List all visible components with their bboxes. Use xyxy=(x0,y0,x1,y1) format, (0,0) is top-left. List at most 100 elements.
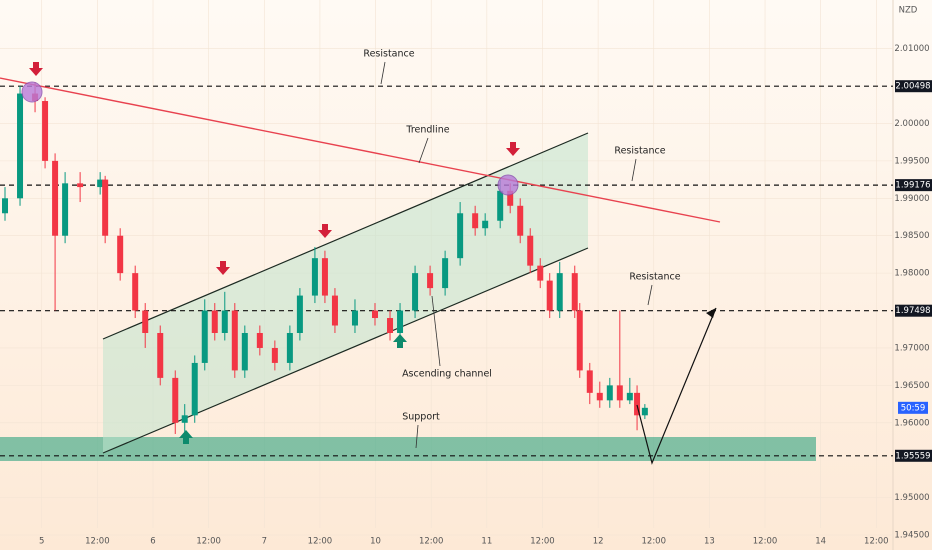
candle-body xyxy=(42,101,49,161)
level-label: 1.97498 xyxy=(895,306,930,316)
y-tick-label: 2.00000 xyxy=(894,119,929,129)
trendline xyxy=(0,77,721,223)
down-arrows xyxy=(29,62,520,275)
y-tick-label: 1.94500 xyxy=(894,531,929,541)
candle-body xyxy=(482,220,489,229)
candle-body xyxy=(271,347,278,363)
level-label-box xyxy=(895,449,932,462)
channel-upper xyxy=(102,132,589,340)
candle-body xyxy=(497,190,504,221)
candle-body xyxy=(616,385,623,401)
down-arrow xyxy=(318,224,332,238)
x-tick-label: 6 xyxy=(150,537,155,547)
pointer xyxy=(647,284,653,306)
candle-body xyxy=(331,295,338,326)
channel-fill xyxy=(103,133,588,453)
y-tick-label: 1.96500 xyxy=(894,381,929,391)
y-tick-label: 2.01000 xyxy=(894,44,929,54)
x-tick-label: 12:00 xyxy=(864,537,889,547)
candle-body xyxy=(556,273,563,311)
annotation: Ascending channel xyxy=(402,369,492,380)
annotation: Resistance xyxy=(614,146,665,157)
annotation: Support xyxy=(402,412,440,423)
candle-body xyxy=(586,370,593,393)
candle-body xyxy=(507,190,514,206)
candle-body xyxy=(102,179,109,236)
projection-path xyxy=(636,307,717,465)
x-tick-label: 11 xyxy=(481,537,492,547)
x-tick-label: 12:00 xyxy=(642,537,667,547)
candle-body xyxy=(517,205,524,236)
candle-body xyxy=(17,93,24,199)
highlight-circle xyxy=(497,174,519,196)
candle-body xyxy=(527,235,534,266)
level-label: 2.00498 xyxy=(895,82,930,92)
down-arrow xyxy=(216,261,230,275)
x-tick-label: 12:00 xyxy=(308,537,333,547)
x-tick-label: 12:00 xyxy=(196,537,221,547)
y-tick-label: 1.95000 xyxy=(894,493,929,503)
y-tick-label: 1.98000 xyxy=(894,269,929,279)
x-tick-label: 12:00 xyxy=(753,537,778,547)
candle-body xyxy=(181,415,188,423)
pointer xyxy=(431,295,441,367)
candle-body xyxy=(311,258,318,296)
candle-body xyxy=(427,273,434,289)
down-arrow xyxy=(506,142,520,156)
candle-body xyxy=(231,310,238,371)
candle-body xyxy=(546,280,553,311)
annotation: Resistance xyxy=(363,49,414,60)
candle-body xyxy=(606,385,613,401)
currency-label: NZD xyxy=(899,6,918,16)
candle-body xyxy=(77,183,84,188)
candle-body xyxy=(52,160,59,236)
candle-body xyxy=(62,183,69,236)
pointer xyxy=(418,137,429,164)
pointer xyxy=(631,158,637,182)
down-arrow xyxy=(29,62,43,76)
y-tick-label: 1.96000 xyxy=(894,418,929,428)
candle-body xyxy=(397,310,404,333)
candle-body xyxy=(457,213,464,259)
pointers xyxy=(380,61,653,449)
candle-body xyxy=(412,273,419,311)
candle-body xyxy=(191,362,198,416)
candle-body xyxy=(387,318,394,333)
level-label: 1.95559 xyxy=(895,451,930,461)
up-arrow xyxy=(393,334,407,348)
candle-body xyxy=(211,310,218,333)
candle-body xyxy=(201,310,208,363)
x-tick-label: 12:00 xyxy=(530,537,555,547)
highlight-circle xyxy=(21,81,43,103)
candle-body xyxy=(596,392,603,401)
candle-body xyxy=(626,392,633,401)
annotation: Resistance xyxy=(629,272,680,283)
level-label-box xyxy=(895,304,932,317)
support-zone xyxy=(0,437,816,461)
candle-body xyxy=(472,213,479,229)
x-tick-label: 12:00 xyxy=(85,537,110,547)
y-tick-label: 1.99500 xyxy=(894,156,929,166)
countdown-label: 50:59 xyxy=(901,403,926,413)
y-tick-label: 1.99000 xyxy=(894,194,929,204)
candle-body xyxy=(132,273,139,311)
candle-body xyxy=(286,332,293,363)
candle-body xyxy=(351,310,358,326)
axis-layer: 2.01000 2.00000 1.99500 1.99000 1.98500 1.980… xyxy=(39,44,932,547)
candle-body xyxy=(442,258,449,289)
x-tick-label: 14 xyxy=(815,537,826,547)
candle-body xyxy=(321,258,328,296)
candle-body xyxy=(571,273,578,311)
level-label: 1.99176 xyxy=(895,181,930,191)
countdown-box xyxy=(898,401,928,414)
y-tick-label: 1.98500 xyxy=(894,231,929,241)
pointer xyxy=(415,424,419,449)
x-tick-label: 12 xyxy=(593,537,604,547)
candle-body xyxy=(296,295,303,333)
candle-body xyxy=(372,310,379,319)
candle-body xyxy=(537,265,544,281)
candle-body xyxy=(221,310,228,333)
candle-body xyxy=(576,310,583,371)
x-tick-label: 13 xyxy=(704,537,715,547)
